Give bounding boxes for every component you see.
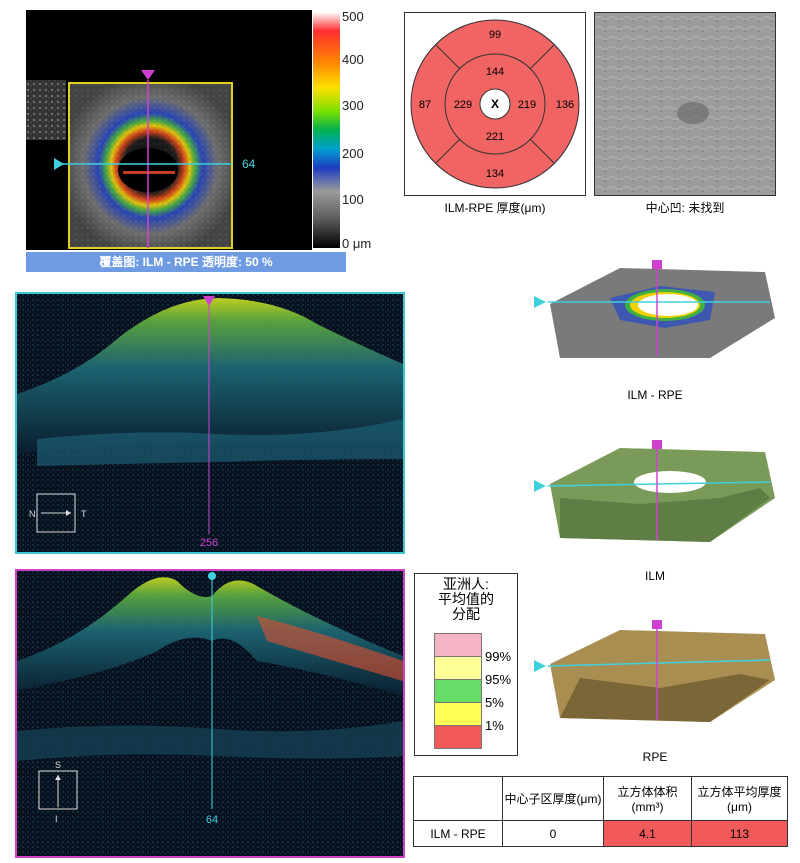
legend-label: 95% (485, 672, 512, 687)
overlay-svg: 64 (26, 70, 256, 249)
fundus-image[interactable] (594, 12, 776, 196)
overlay-scan-marker: 64 (242, 157, 256, 171)
value-outer-nasal: 87 (419, 99, 431, 111)
normative-legend: 亚洲人: 平均值的 分配 99% 95% 5% 1% (414, 573, 518, 756)
overlay-caption: 覆盖图: ILM - RPE 透明度: 50 % (26, 252, 346, 272)
stats-volume-value: 4.1 (603, 820, 692, 847)
bscan1-position-label: 256 (200, 537, 218, 549)
orient-n: N (29, 509, 36, 519)
orientation-indicator-nt: N T (29, 493, 87, 533)
bscan2-top-marker (208, 572, 216, 580)
legend-label: 1% (485, 718, 504, 733)
horizontal-marker-triangle (54, 158, 64, 170)
surface-3d-rpe[interactable] (520, 618, 790, 728)
legend-swatch-1 (434, 702, 482, 726)
legend-label: 99% (485, 649, 512, 664)
value-outer-temporal: 136 (556, 99, 574, 111)
center-mark: X (491, 97, 499, 111)
horizontal-bscan[interactable]: 256 N T (15, 292, 405, 554)
legend-title: 亚洲人: 平均值的 分配 (415, 577, 517, 622)
orient-s: S (55, 760, 61, 770)
colorbar-tick: 500 (342, 9, 364, 24)
value-inner-superior: 144 (486, 66, 504, 78)
colorbar-tick: 100 (342, 192, 364, 207)
stats-header-central: 中心子区厚度(μm) (502, 776, 604, 821)
legend-label: 5% (485, 695, 504, 710)
scan-area-box (68, 82, 233, 249)
colorbar-tick: 400 (342, 52, 364, 67)
surface-label: RPE (642, 750, 668, 764)
value-inner-nasal: 229 (454, 99, 472, 111)
surface-label: ILM - RPE (627, 388, 683, 402)
legend-title-line: 分配 (452, 606, 480, 622)
etdrs-thickness-map[interactable]: X 99 87 136 134 144 229 219 221 (404, 12, 586, 196)
thickness-colorbar (313, 12, 340, 248)
colorbar-tick: 0 μm (342, 236, 372, 251)
bscan1-top-marker (203, 296, 215, 306)
stats-header-avg: 立方体平均厚度(μm) (691, 776, 788, 821)
legend-title-line: 平均值的 (438, 591, 494, 607)
legend-title-line: 亚洲人: (443, 576, 489, 592)
legend-swatch-99 (434, 633, 482, 657)
vertical-marker-triangle (141, 70, 155, 80)
value-outer-superior: 99 (489, 29, 501, 41)
orient-t: T (81, 509, 87, 519)
surface-3d-ilm[interactable] (520, 438, 790, 548)
surface-3d-ilm-rpe[interactable] (520, 258, 790, 368)
value-inner-temporal: 219 (518, 99, 536, 111)
stats-row-name: ILM - RPE (413, 820, 503, 847)
value-outer-inferior: 134 (486, 168, 504, 180)
colorbar-tick: 300 (342, 98, 364, 113)
stats-avg-value: 113 (691, 820, 788, 847)
legend-swatch-below (434, 725, 482, 749)
center-circle (479, 88, 511, 120)
stats-header-volume: 立方体体积(mm³) (603, 776, 692, 821)
fovea-caption: 中心凹: 未找到 (645, 201, 725, 215)
volume-stats-table: 中心子区厚度(μm) 立方体体积(mm³) 立方体平均厚度(μm) ILM - … (413, 776, 788, 847)
legend-swatch-95 (434, 656, 482, 680)
stats-central-value: 0 (502, 820, 604, 847)
surface-label: ILM (644, 569, 665, 583)
colorbar-tick: 200 (342, 146, 364, 161)
legend-swatch-5 (434, 679, 482, 703)
inner-ring (444, 53, 546, 155)
stats-header-blank (413, 776, 503, 821)
vertical-bscan[interactable]: 64 S I (15, 569, 405, 858)
orientation-indicator-si: S I (38, 760, 78, 824)
orient-i: I (55, 814, 58, 824)
value-inner-inferior: 221 (486, 131, 504, 143)
bscan2-position-label: 64 (206, 814, 218, 826)
thickness-overlay-image[interactable]: 64 (26, 10, 312, 250)
thickness-map-caption: ILM-RPE 厚度(μm) (444, 201, 546, 215)
